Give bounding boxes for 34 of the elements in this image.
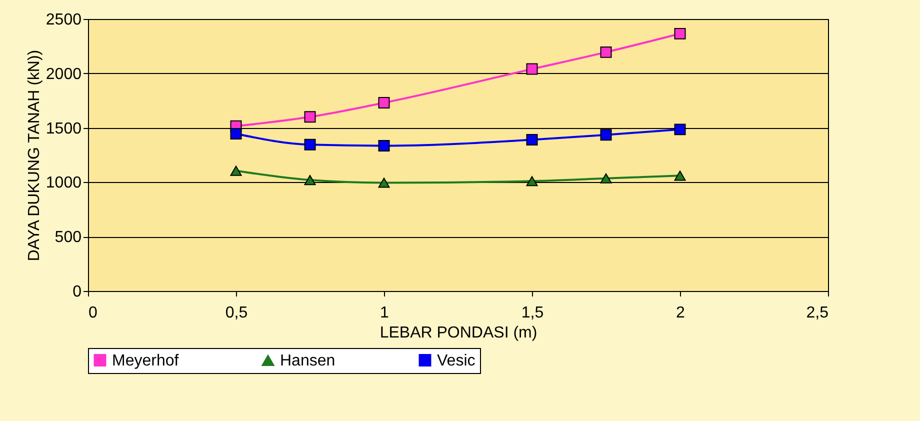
legend-label: Vesic xyxy=(437,352,476,370)
y-axis-title: DAYA DUKUNG TANAH (kN)) xyxy=(26,50,43,262)
legend-label: Hansen xyxy=(280,352,336,370)
x-tick-label: 2,5 xyxy=(806,304,829,322)
point xyxy=(526,63,538,75)
x-tick-label: 1 xyxy=(380,304,390,322)
x-tick-label: 0,5 xyxy=(225,304,248,322)
point xyxy=(600,129,612,141)
point xyxy=(230,166,242,176)
y-tick-label: 0 xyxy=(72,284,82,300)
point xyxy=(674,28,686,40)
point xyxy=(304,138,316,150)
legend-label: Meyerhof xyxy=(112,352,180,370)
x-tick-label: 1,5 xyxy=(521,304,544,322)
point xyxy=(304,111,316,123)
point xyxy=(674,170,686,181)
point xyxy=(526,134,538,146)
point xyxy=(600,46,612,58)
point xyxy=(378,97,390,109)
y-tick-label: 2000 xyxy=(46,66,82,83)
point xyxy=(230,128,242,140)
point xyxy=(304,174,316,186)
point xyxy=(674,124,686,136)
x-tick-label: 2 xyxy=(676,304,686,322)
point xyxy=(526,176,538,186)
x-axis-title: LEBAR PONDASI (m) xyxy=(380,324,538,342)
y-tick-label: 1000 xyxy=(46,174,82,192)
y-tick-label: 500 xyxy=(54,229,82,246)
y-tick-label: 1500 xyxy=(46,120,82,138)
x-tick-label: 0 xyxy=(88,304,98,322)
point xyxy=(600,173,612,184)
point xyxy=(378,178,390,188)
point xyxy=(378,140,390,152)
y-tick-label: 2500 xyxy=(46,12,82,28)
